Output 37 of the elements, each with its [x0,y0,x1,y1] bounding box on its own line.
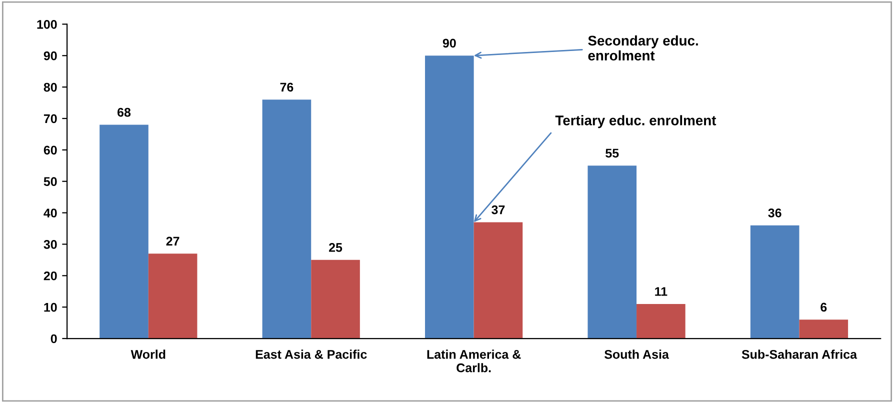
y-tick-label: 30 [44,240,57,249]
y-tick-label: 70 [44,114,57,124]
y-tick-label: 40 [44,208,57,218]
data-label: 36 [768,208,782,218]
bar [148,254,198,339]
x-tick-label: World [130,350,166,359]
bar [588,166,637,339]
bar [262,100,312,339]
y-tick-label: 20 [44,271,57,280]
data-label: 37 [492,205,505,214]
annotation: Tertiary educ. enrolment [555,115,716,128]
bar [100,124,148,339]
bar [474,222,523,339]
data-label: 25 [329,243,342,252]
bar [311,260,360,339]
y-tick-label: 10 [44,302,57,312]
data-label: 11 [655,287,668,296]
y-tick-label: 100 [37,20,57,29]
data-label: 27 [166,236,180,246]
y-tick-label: 50 [44,177,57,186]
x-tick-label: South Asia [604,350,670,359]
data-label: 6 [820,302,827,312]
y-tick-label: 80 [44,82,57,92]
x-tick-label: Latin America & Carlb. [427,350,521,372]
x-tick-label: Sub-Saharan Africa [742,350,858,359]
data-label: 90 [442,38,456,48]
data-label: 68 [118,108,131,117]
data-label: 76 [280,82,294,92]
annotation: Secondary educ. enrolment [588,35,698,61]
x-tick-label: East Asia & Pacific [256,350,367,359]
bar [799,320,848,339]
data-label: 55 [606,148,619,158]
bar [636,304,686,339]
y-tick-label: 60 [44,146,57,155]
bar [750,225,800,339]
y-tick-label: 0 [50,334,57,344]
y-tick-label: 90 [44,51,57,60]
